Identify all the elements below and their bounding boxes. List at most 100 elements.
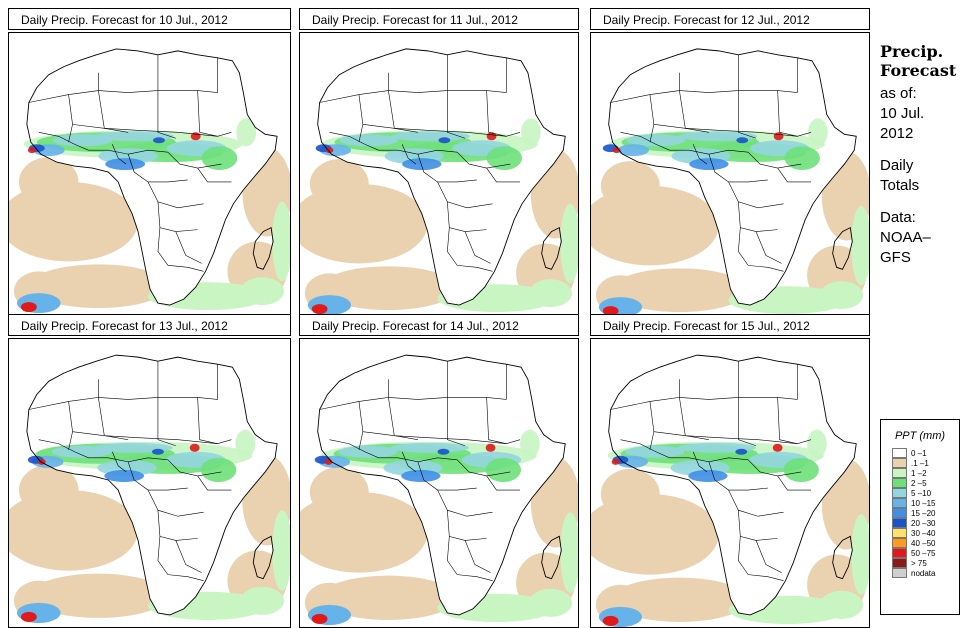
africa-precip-map xyxy=(591,354,869,627)
forecast-panel-5: Daily Precip. Forecast for 14 Jul., 2012 xyxy=(299,314,579,628)
asof-date-line1: 10 Jul. xyxy=(880,105,925,122)
legend-row: 2 –5 xyxy=(892,478,959,488)
legend-swatch xyxy=(892,448,907,458)
legend-row: 10 –15 xyxy=(892,498,959,508)
africa-coastline xyxy=(608,354,857,616)
panel-title-text: Daily Precip. Forecast for 15 Jul., 2012 xyxy=(603,319,810,333)
totals-line1: Daily xyxy=(880,157,914,174)
legend-row: .1 –1 xyxy=(892,458,959,468)
africa-coastline xyxy=(317,48,566,306)
precip-map xyxy=(590,338,870,628)
legend-swatch xyxy=(892,498,907,508)
asof-label: as of: xyxy=(880,85,917,102)
forecast-panel-6: Daily Precip. Forecast for 15 Jul., 2012 xyxy=(590,314,870,628)
africa-precip-map xyxy=(9,354,290,623)
panel-title-text: Daily Precip. Forecast for 10 Jul., 2012 xyxy=(21,13,228,27)
legend-row: 5 –10 xyxy=(892,488,959,498)
legend-row: 0 –1 xyxy=(892,448,959,458)
panel-title-text: Daily Precip. Forecast for 14 Jul., 2012 xyxy=(312,319,519,333)
precip-layer xyxy=(300,48,578,316)
panel-title-text: Daily Precip. Forecast for 13 Jul., 2012 xyxy=(21,319,228,333)
data-source-line2: NOAA– xyxy=(880,229,931,246)
asof-date-line2: 2012 xyxy=(880,125,914,142)
legend-rows: 0 –1.1 –1 1 –2 2 –5 5 –10 10 –15 15 –20 20 –30… xyxy=(881,448,959,578)
legend-label: 40 –50 xyxy=(911,538,936,548)
legend-row: 15 –20 xyxy=(892,508,959,518)
precip-layer xyxy=(300,355,578,625)
precip-map xyxy=(299,32,579,318)
precip-map xyxy=(8,338,291,628)
country-borders xyxy=(319,361,521,581)
africa-coastline xyxy=(317,354,566,616)
legend-row: > 75 xyxy=(892,558,959,568)
panel-title: Daily Precip. Forecast for 12 Jul., 2012 xyxy=(590,8,870,30)
legend-row: 50 –75 xyxy=(892,548,959,558)
panel-title-text: Daily Precip. Forecast for 11 Jul., 2012 xyxy=(312,13,518,27)
precip-layer xyxy=(9,48,290,314)
legend-row: 30 –40 xyxy=(892,528,959,538)
data-source-line1: Data: xyxy=(880,209,916,226)
legend-swatch xyxy=(892,528,907,538)
legend-label: nodata xyxy=(911,568,936,578)
legend-label: 30 –40 xyxy=(911,528,936,538)
legend-label: 0 –1 xyxy=(911,448,927,458)
country-borders xyxy=(610,361,812,581)
panel-title-text: Daily Precip. Forecast for 12 Jul., 2012 xyxy=(603,13,810,27)
side-heading-line1: Precip. xyxy=(880,42,944,61)
forecast-panel-4: Daily Precip. Forecast for 13 Jul., 2012 xyxy=(8,314,291,628)
country-borders xyxy=(319,54,521,272)
legend-label: 1 –2 xyxy=(911,468,927,478)
legend-swatch xyxy=(892,488,907,498)
totals-line2: Totals xyxy=(880,177,920,194)
legend-swatch xyxy=(892,538,907,548)
side-heading-line2: Forecast xyxy=(880,61,957,80)
legend-label: .1 –1 xyxy=(911,458,929,468)
legend-swatch xyxy=(892,548,907,558)
legend-row: nodata xyxy=(892,568,959,578)
panel-title: Daily Precip. Forecast for 14 Jul., 2012 xyxy=(299,314,579,336)
country-borders xyxy=(610,54,812,272)
side-info: Precip. Forecast as of: 10 Jul. 2012 Dai… xyxy=(880,42,962,268)
africa-precip-map xyxy=(9,48,290,314)
legend-label: 10 –15 xyxy=(911,498,936,508)
madagascar-outline xyxy=(832,226,853,270)
legend-label: > 75 xyxy=(911,558,927,568)
legend-row: 1 –2 xyxy=(892,468,959,478)
legend-title: PPT (mm) xyxy=(894,430,946,442)
forecast-panel-1: Daily Precip. Forecast for 10 Jul., 2012 xyxy=(8,8,291,318)
legend-swatch xyxy=(892,468,907,478)
legend-swatch xyxy=(892,518,907,528)
madagascar-outline xyxy=(541,535,562,580)
precip-map xyxy=(590,32,870,318)
precip-layer xyxy=(9,355,290,623)
panel-title: Daily Precip. Forecast for 11 Jul., 2012 xyxy=(299,8,579,30)
legend-swatch xyxy=(892,558,907,568)
legend-label: 20 –30 xyxy=(911,518,936,528)
africa-coastline xyxy=(608,48,857,306)
precip-map xyxy=(299,338,579,628)
legend-row: 40 –50 xyxy=(892,538,959,548)
legend-swatch xyxy=(892,478,907,488)
panel-title: Daily Precip. Forecast for 15 Jul., 2012 xyxy=(590,314,870,336)
precip-map xyxy=(8,32,291,318)
legend-label: 5 –10 xyxy=(911,488,932,498)
country-borders xyxy=(28,54,232,272)
legend-label: 2 –5 xyxy=(911,478,927,488)
madagascar-outline xyxy=(832,535,853,580)
legend-swatch xyxy=(892,508,907,518)
legend-row: 20 –30 xyxy=(892,518,959,528)
africa-coastline xyxy=(26,354,278,616)
precip-layer xyxy=(591,355,869,627)
panel-title: Daily Precip. Forecast for 10 Jul., 2012 xyxy=(8,8,291,30)
precip-layer xyxy=(591,48,869,317)
africa-precip-map xyxy=(591,48,869,317)
forecast-panel-2: Daily Precip. Forecast for 11 Jul., 2012 xyxy=(299,8,579,318)
legend-label: 50 –75 xyxy=(911,548,936,558)
madagascar-outline xyxy=(541,226,562,270)
madagascar-outline xyxy=(252,535,274,580)
africa-precip-map xyxy=(300,48,578,316)
legend-swatch xyxy=(892,568,907,578)
madagascar-outline xyxy=(252,226,274,270)
panel-title: Daily Precip. Forecast for 13 Jul., 2012 xyxy=(8,314,291,336)
africa-precip-map xyxy=(300,354,578,625)
